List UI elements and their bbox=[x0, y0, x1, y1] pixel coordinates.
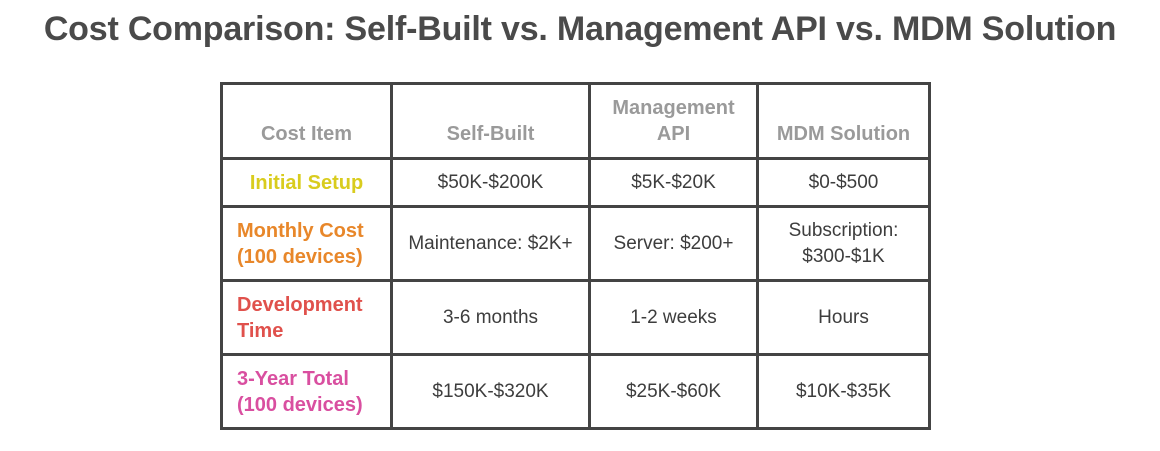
table-row-development-time: Development Time 3-6 months 1-2 weeks Ho… bbox=[220, 279, 931, 356]
cell-self-built: $150K-$320K bbox=[390, 353, 591, 430]
row-label-three-year-total: 3-Year Total (100 devices) bbox=[220, 353, 393, 430]
header-management-api: Management API bbox=[588, 82, 759, 160]
cell-self-built: Maintenance: $2K+ bbox=[390, 205, 591, 282]
cell-self-built: $50K-$200K bbox=[390, 157, 591, 208]
cell-management-api: Server: $200+ bbox=[588, 205, 759, 282]
cell-mdm-solution: $10K-$35K bbox=[756, 353, 931, 430]
header-cost-item: Cost Item bbox=[220, 82, 393, 160]
table-row-monthly-cost: Monthly Cost (100 devices) Maintenance: … bbox=[220, 205, 931, 282]
row-label-monthly-cost: Monthly Cost (100 devices) bbox=[220, 205, 393, 282]
cell-mdm-solution: Subscription: $300-$1K bbox=[756, 205, 931, 282]
header-self-built: Self-Built bbox=[390, 82, 591, 160]
cell-management-api: $25K-$60K bbox=[588, 353, 759, 430]
table-row-initial-setup: Initial Setup $50K-$200K $5K-$20K $0-$50… bbox=[220, 157, 931, 208]
cell-management-api: 1-2 weeks bbox=[588, 279, 759, 356]
header-row: Cost Item Self-Built Management API MDM … bbox=[220, 82, 931, 160]
page-title: Cost Comparison: Self-Built vs. Manageme… bbox=[43, 10, 1117, 48]
header-mdm-solution: MDM Solution bbox=[756, 82, 931, 160]
cell-self-built: 3-6 months bbox=[390, 279, 591, 356]
table-row-three-year-total: 3-Year Total (100 devices) $150K-$320K $… bbox=[220, 353, 931, 430]
cell-mdm-solution: Hours bbox=[756, 279, 931, 356]
row-label-initial-setup: Initial Setup bbox=[220, 157, 393, 208]
cell-management-api: $5K-$20K bbox=[588, 157, 759, 208]
cost-comparison-table: Cost Item Self-Built Management API MDM … bbox=[220, 82, 931, 430]
cell-mdm-solution: $0-$500 bbox=[756, 157, 931, 208]
row-label-development-time: Development Time bbox=[220, 279, 393, 356]
